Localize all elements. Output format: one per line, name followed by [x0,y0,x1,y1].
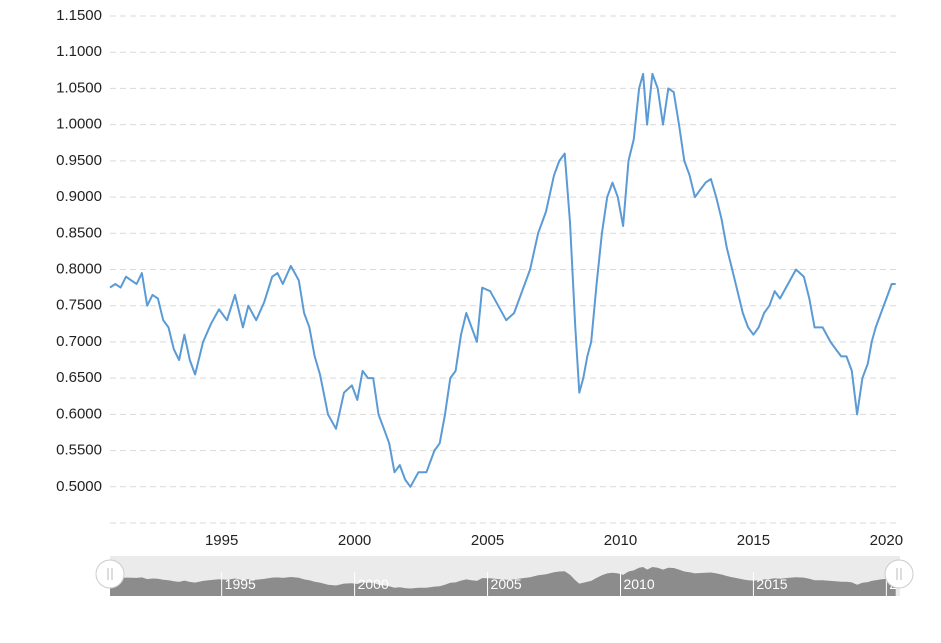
y-tick-label: 1.0000 [56,116,102,133]
x-tick-label: 2020 [870,532,903,549]
y-tick-label: 0.9000 [56,188,102,205]
y-tick-label: 0.6500 [56,369,102,386]
y-tick-label: 0.5000 [56,478,102,495]
y-tick-label: 0.9500 [56,152,102,169]
grid-lines [110,15,897,524]
y-tick-label: 0.7500 [56,297,102,314]
navigator-tick-label: 2015 [756,576,787,592]
y-axis-labels: 0.5000 0.5500 0.6000 0.6500 0.7000 0.7500 0.80… [56,7,102,495]
y-tick-label: 0.8500 [56,224,102,241]
navigator-tick-label: 1995 [225,576,256,592]
navigator-area [110,567,896,596]
y-tick-label: 0.7000 [56,333,102,350]
navigator-right-handle[interactable] [884,559,914,589]
x-tick-label: 2000 [338,532,371,549]
navigator-tick-label: 2005 [491,576,522,592]
y-tick-label: 0.6000 [56,405,102,422]
x-tick-label: 1995 [205,532,238,549]
y-tick-label: 1.0500 [56,79,102,96]
x-axis-labels: 1995 2000 2005 2010 2015 2020 [205,532,903,549]
navigator-tick-label: 2010 [623,576,654,592]
x-tick-label: 2010 [604,532,637,549]
navigator-left-handle[interactable] [95,559,125,589]
x-tick-label: 2005 [471,532,504,549]
x-tick-label: 2015 [737,532,770,549]
y-tick-label: 0.5500 [56,442,102,459]
navigator-tick-label: 2000 [358,576,389,592]
y-tick-label: 1.1500 [56,7,102,24]
y-tick-label: 0.8000 [56,260,102,277]
series-line [109,72,896,488]
y-tick-label: 1.1000 [56,43,102,60]
